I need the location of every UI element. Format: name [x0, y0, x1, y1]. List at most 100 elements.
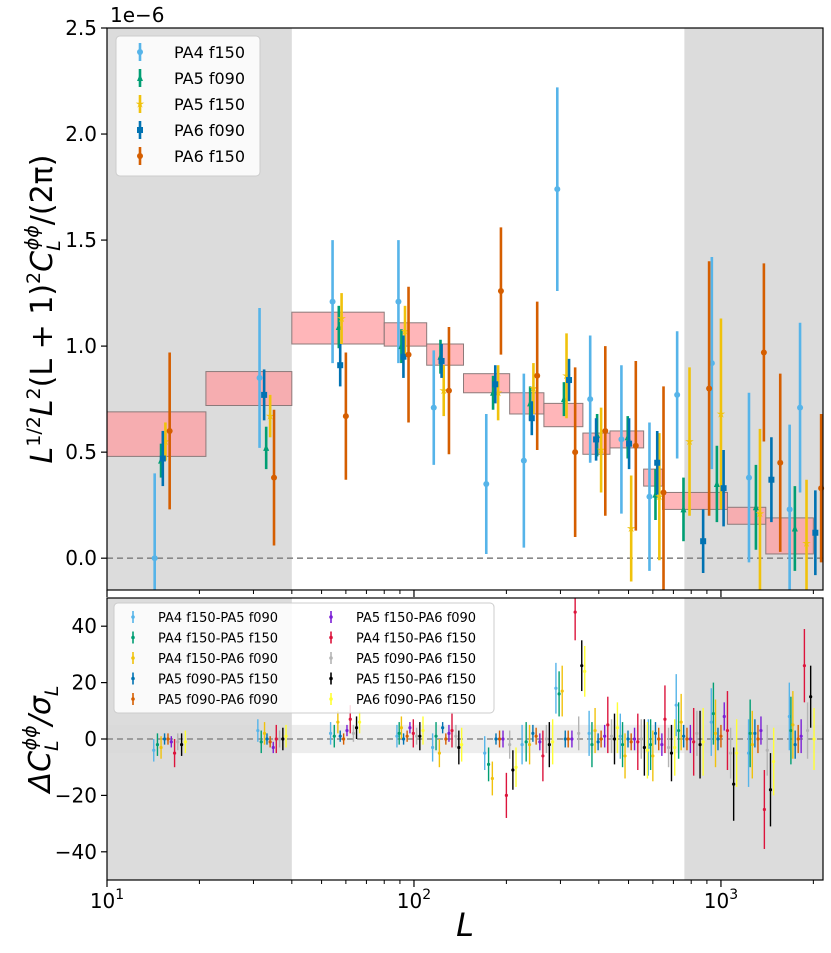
data-point	[490, 776, 494, 781]
data-point	[497, 287, 504, 294]
data-point	[357, 720, 362, 724]
data-point	[719, 734, 723, 738]
data-point	[437, 751, 441, 755]
data-point	[587, 731, 591, 735]
data-point	[166, 427, 173, 434]
data-point	[439, 386, 448, 395]
data-point	[768, 476, 775, 483]
series-pa5-f090-pa5-f150	[162, 719, 797, 759]
data-point	[441, 726, 445, 730]
legend-entry: PA6 f090	[137, 121, 245, 140]
data-point	[626, 737, 630, 741]
legend-marker	[329, 697, 333, 701]
series-pa5-f090-pa6-f090	[166, 724, 800, 754]
series-pa4-f150-pa6-f150	[172, 598, 806, 849]
data-point	[351, 731, 356, 735]
bottom-ylabel-part: L	[41, 686, 63, 697]
data-point	[787, 714, 791, 719]
data-point	[524, 740, 528, 744]
legend-marker	[131, 615, 135, 619]
data-point	[155, 743, 160, 747]
data-point	[501, 737, 505, 741]
data-point	[397, 731, 401, 735]
legend-marker	[137, 127, 143, 133]
data-point	[599, 737, 603, 741]
data-point	[645, 748, 650, 752]
legend-entry: PA5 f090-PA6 f150	[329, 652, 476, 667]
data-point	[562, 371, 571, 380]
data-point	[797, 404, 804, 411]
legend-entry: PA5 f090-PA5 f150	[131, 672, 278, 688]
legend-marker	[329, 676, 333, 681]
data-point	[596, 445, 606, 454]
data-point	[580, 664, 584, 668]
data-point	[162, 737, 167, 741]
data-point	[401, 737, 406, 741]
data-point	[728, 751, 733, 755]
data-point	[259, 740, 263, 744]
data-point	[623, 754, 627, 758]
data-point	[626, 440, 633, 447]
legend-entry: PA4 f150	[137, 43, 245, 62]
data-point	[431, 745, 435, 750]
bottom-y-label: ΔCLϕϕ/σL	[19, 686, 63, 795]
legend-marker	[329, 635, 333, 640]
data-point	[657, 737, 661, 741]
data-point	[492, 381, 499, 388]
series-pa4-f150-pa5-f090	[152, 662, 791, 787]
data-point	[263, 443, 270, 451]
data-point	[629, 740, 633, 744]
legend-marker	[137, 153, 143, 159]
y-tick-label: 0.5	[65, 440, 97, 464]
x-tick-label: 102	[397, 887, 431, 913]
bottom-x-axis: 101 102 103	[90, 880, 814, 913]
data-point	[268, 740, 272, 744]
legend-entry: PA4 f150-PA6 f090	[131, 652, 278, 667]
data-point	[802, 538, 811, 547]
data-point	[400, 353, 407, 360]
data-point	[557, 692, 561, 696]
data-point	[593, 436, 600, 443]
data-point	[677, 728, 681, 733]
bottom-series-group	[152, 598, 816, 849]
data-point	[262, 731, 267, 735]
data-point	[265, 737, 269, 741]
data-point	[338, 734, 342, 738]
data-point	[772, 759, 776, 764]
data-point	[777, 459, 784, 466]
data-point	[722, 714, 726, 719]
legend-label: PA6 f090	[174, 121, 245, 140]
data-point	[716, 737, 720, 741]
data-point	[547, 743, 551, 747]
data-point	[789, 728, 793, 733]
data-point	[405, 734, 409, 738]
data-point	[711, 712, 716, 716]
bottom-ylabel-part: ΔC	[23, 751, 58, 795]
data-point	[674, 703, 678, 707]
bottom-legend: PA4 f150-PA5 f090 PA4 f150-PA5 f150 PA4 f1…	[113, 602, 495, 714]
data-point	[688, 737, 692, 741]
data-point	[812, 529, 819, 536]
data-point	[281, 737, 285, 741]
data-point	[444, 737, 448, 741]
data-point	[336, 720, 340, 724]
data-point	[169, 740, 173, 744]
data-point	[256, 374, 263, 381]
data-point	[447, 731, 451, 735]
legend-marker	[137, 49, 143, 55]
data-point	[342, 737, 346, 741]
data-point	[735, 751, 739, 755]
series-pa4-f150-pa6-f090	[159, 665, 795, 796]
series-pa5-f150	[161, 293, 811, 590]
data-point	[421, 728, 425, 733]
data-point	[563, 737, 567, 741]
data-point	[679, 720, 683, 724]
data-point	[603, 734, 607, 738]
top-ylabel-part: 2	[23, 272, 45, 284]
data-point	[570, 737, 574, 741]
bottom-ylabel-part: L	[41, 740, 63, 751]
data-point	[337, 362, 344, 369]
bottom-ylabel-part: ϕϕ	[19, 725, 41, 750]
